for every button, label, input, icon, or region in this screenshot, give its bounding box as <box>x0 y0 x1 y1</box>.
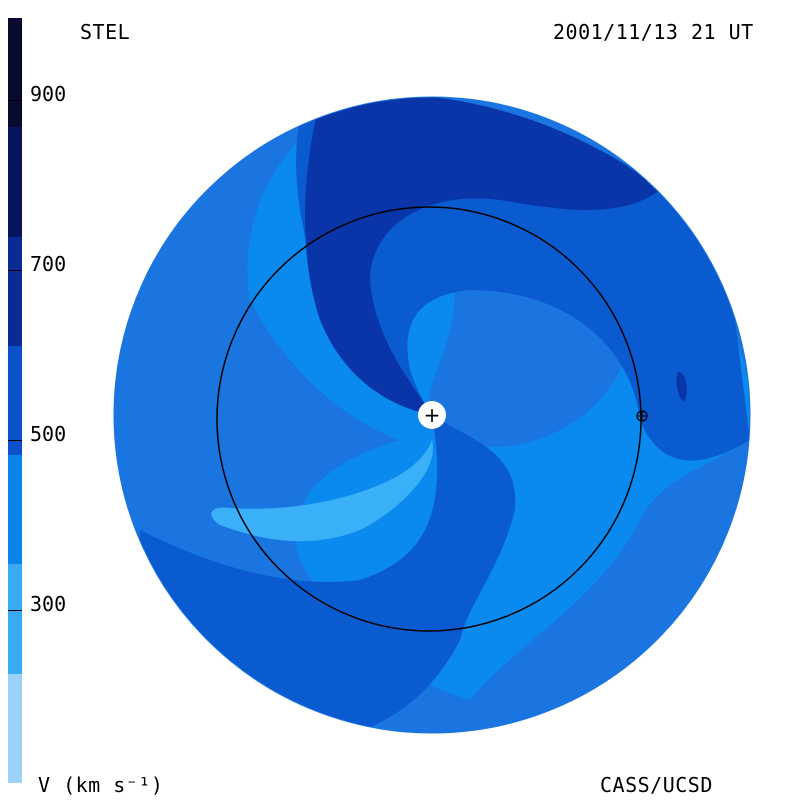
colorbar-band <box>8 236 22 347</box>
earth-orbit <box>216 206 642 632</box>
timestamp-label: 2001/11/13 21 UT <box>553 20 754 44</box>
colorbar-tick <box>8 610 22 611</box>
colorbar-tick-label: 500 <box>30 422 67 446</box>
sun-icon <box>418 401 446 429</box>
lightest-arm <box>211 440 434 542</box>
units-label: V (km s⁻¹) <box>38 773 164 797</box>
disc-outline <box>113 96 751 734</box>
dark-arm-south <box>140 415 516 733</box>
colorbar-tick <box>8 100 22 101</box>
colorbar-band <box>8 564 22 675</box>
instrument-label: STEL <box>80 20 131 44</box>
colorbar-tick-label: 700 <box>30 252 67 276</box>
colorbar-band <box>8 345 22 456</box>
colorbar-tick-label: 900 <box>30 82 67 106</box>
credit-label: CASS/UCSD <box>600 773 713 797</box>
dark-spot-east <box>676 371 687 402</box>
colorbar-tick-label: 300 <box>30 592 67 616</box>
colorbar-tick <box>8 440 22 441</box>
darkest-arm <box>305 97 660 415</box>
colorbar-tick <box>8 270 22 271</box>
colorbar-band <box>8 673 22 784</box>
colorbar-band <box>8 455 22 565</box>
sun-symbol: + <box>424 403 441 427</box>
colorbar-band <box>8 127 22 238</box>
